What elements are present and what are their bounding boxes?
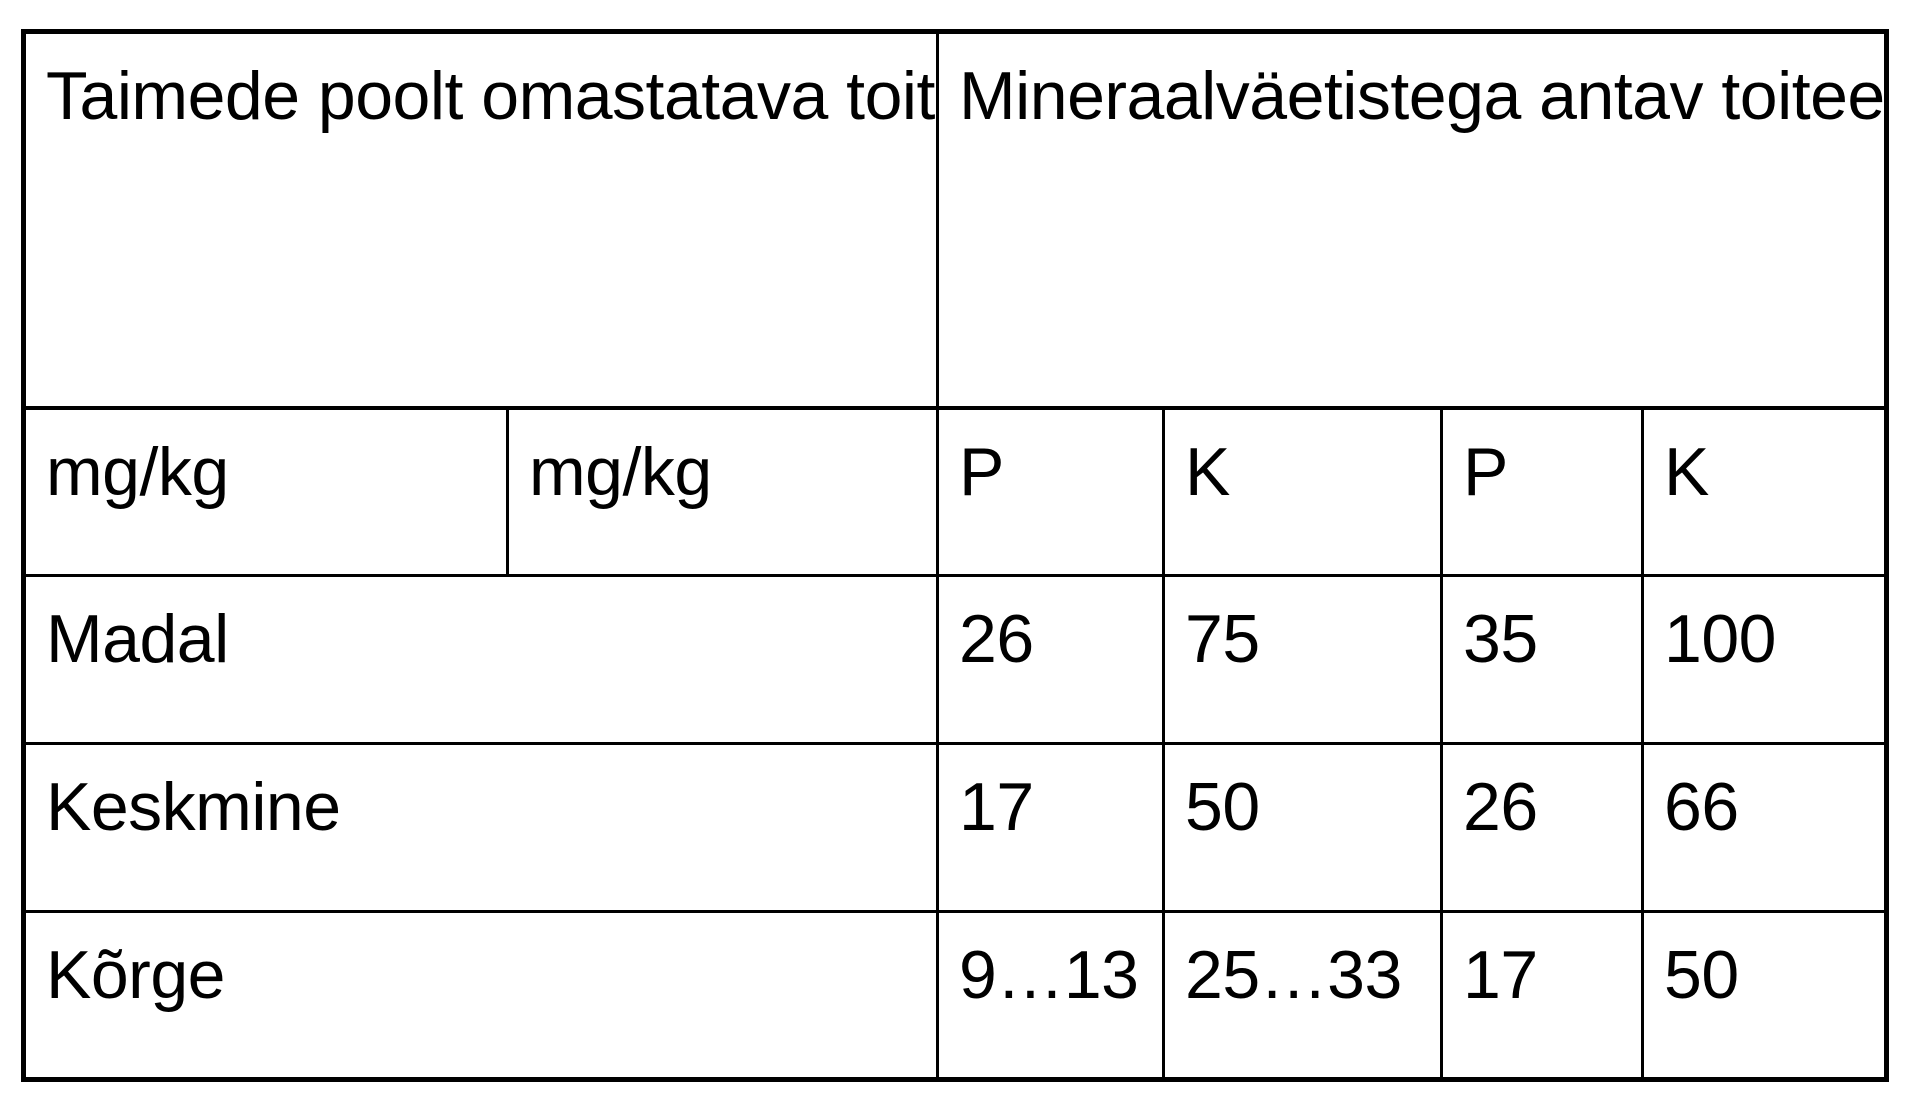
cell-value: 26 (1440, 742, 1644, 913)
cell-value: 50 (1162, 742, 1443, 913)
cell-value: 26 (936, 574, 1165, 745)
subheader-k2: K (1640, 406, 1889, 577)
subheader-p1: P (936, 406, 1165, 577)
table-row-madal: Madal 26 75 35 100 (22, 574, 1889, 745)
subheader-p2: P (1440, 406, 1644, 577)
row-label: Kõrge (22, 910, 939, 1081)
cell-value: 9…13 (936, 910, 1165, 1081)
cell-value: 25…33 (1162, 910, 1443, 1081)
table-row-korge: Kõrge 9…13 25…33 17 50 (22, 910, 1889, 1081)
subheader-unit-k: mg/kg (506, 406, 939, 577)
subheader-k1: K (1162, 406, 1443, 577)
row-label: Keskmine (22, 742, 939, 913)
table-row-keskmine: Keskmine 17 50 26 66 (22, 742, 1889, 913)
row-label: Madal (22, 574, 939, 745)
subheader-unit-p: mg/kg (22, 406, 509, 577)
cell-value: 35 (1440, 574, 1644, 745)
table-header-row: Taimede poolt omastatava toiteelemendi s… (22, 30, 1889, 410)
header-soil-content: Taimede poolt omastatava toiteelemendi s… (22, 30, 939, 410)
cell-value: 17 (936, 742, 1165, 913)
cell-value: 100 (1640, 574, 1889, 745)
cell-value: 75 (1162, 574, 1443, 745)
cell-value: 17 (1440, 910, 1644, 1081)
header-fertilizer-norm: Mineraalväetistega antav toiteelemendi n… (935, 30, 1889, 410)
cell-value: 66 (1640, 742, 1889, 913)
table-subheader-row: mg/kg mg/kg P K P K (22, 406, 1889, 577)
cell-value: 50 (1640, 910, 1889, 1081)
fertilizer-norms-table: Taimede poolt omastatava toiteelemendi s… (21, 29, 1890, 1082)
